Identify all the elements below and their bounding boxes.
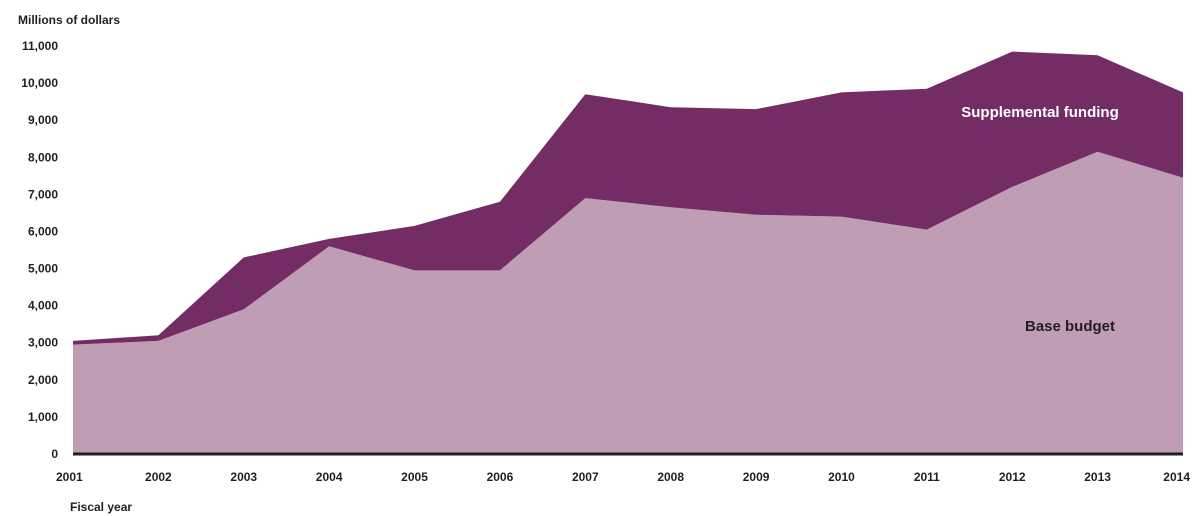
x-tick-label: 2008 bbox=[657, 470, 684, 484]
plot-areas bbox=[73, 51, 1183, 454]
x-tick-label: 2010 bbox=[828, 470, 855, 484]
y-tick-label: 3,000 bbox=[28, 336, 58, 350]
x-tick-label: 2011 bbox=[914, 470, 940, 484]
x-axis-ticks: 2001 2002 2003 2004 2005 2006 2007 2008 2009 2010… bbox=[56, 470, 1190, 484]
x-tick-label: 2003 bbox=[230, 470, 257, 484]
x-tick-label: 2012 bbox=[999, 470, 1026, 484]
x-tick-label: 2005 bbox=[401, 470, 428, 484]
x-tick-label: 2001 bbox=[56, 470, 83, 484]
base-budget-label: Base budget bbox=[1025, 318, 1115, 335]
y-tick-label: 11,000 bbox=[22, 39, 58, 53]
y-tick-label: 0 bbox=[51, 447, 58, 461]
y-axis-ticks: 0 1,000 2,000 3,000 4,000 5,000 6,000 7,000 8,00… bbox=[21, 39, 58, 461]
y-tick-label: 1,000 bbox=[28, 410, 58, 424]
x-tick-label: 2007 bbox=[572, 470, 599, 484]
y-tick-label: 2,000 bbox=[28, 373, 58, 387]
x-tick-label: 2004 bbox=[316, 470, 343, 484]
x-axis-title: Fiscal year bbox=[70, 500, 132, 514]
y-tick-label: 6,000 bbox=[28, 224, 58, 238]
y-tick-label: 8,000 bbox=[28, 150, 58, 164]
y-tick-label: 4,000 bbox=[28, 299, 58, 313]
y-tick-label: 7,000 bbox=[28, 187, 58, 201]
supplemental-funding-area bbox=[73, 51, 1183, 345]
y-tick-label: 9,000 bbox=[28, 113, 58, 127]
y-tick-label: 10,000 bbox=[21, 76, 58, 90]
x-tick-label: 2013 bbox=[1084, 470, 1111, 484]
y-tick-label: 5,000 bbox=[28, 262, 58, 276]
x-tick-label: 2006 bbox=[487, 470, 514, 484]
supplemental-funding-label: Supplemental funding bbox=[961, 104, 1119, 121]
x-tick-label: 2009 bbox=[743, 470, 770, 484]
base-budget-area bbox=[73, 151, 1183, 454]
y-axis-title: Millions of dollars bbox=[18, 13, 120, 27]
x-tick-label: 2002 bbox=[145, 470, 172, 484]
x-tick-label: 2014 bbox=[1163, 470, 1190, 484]
